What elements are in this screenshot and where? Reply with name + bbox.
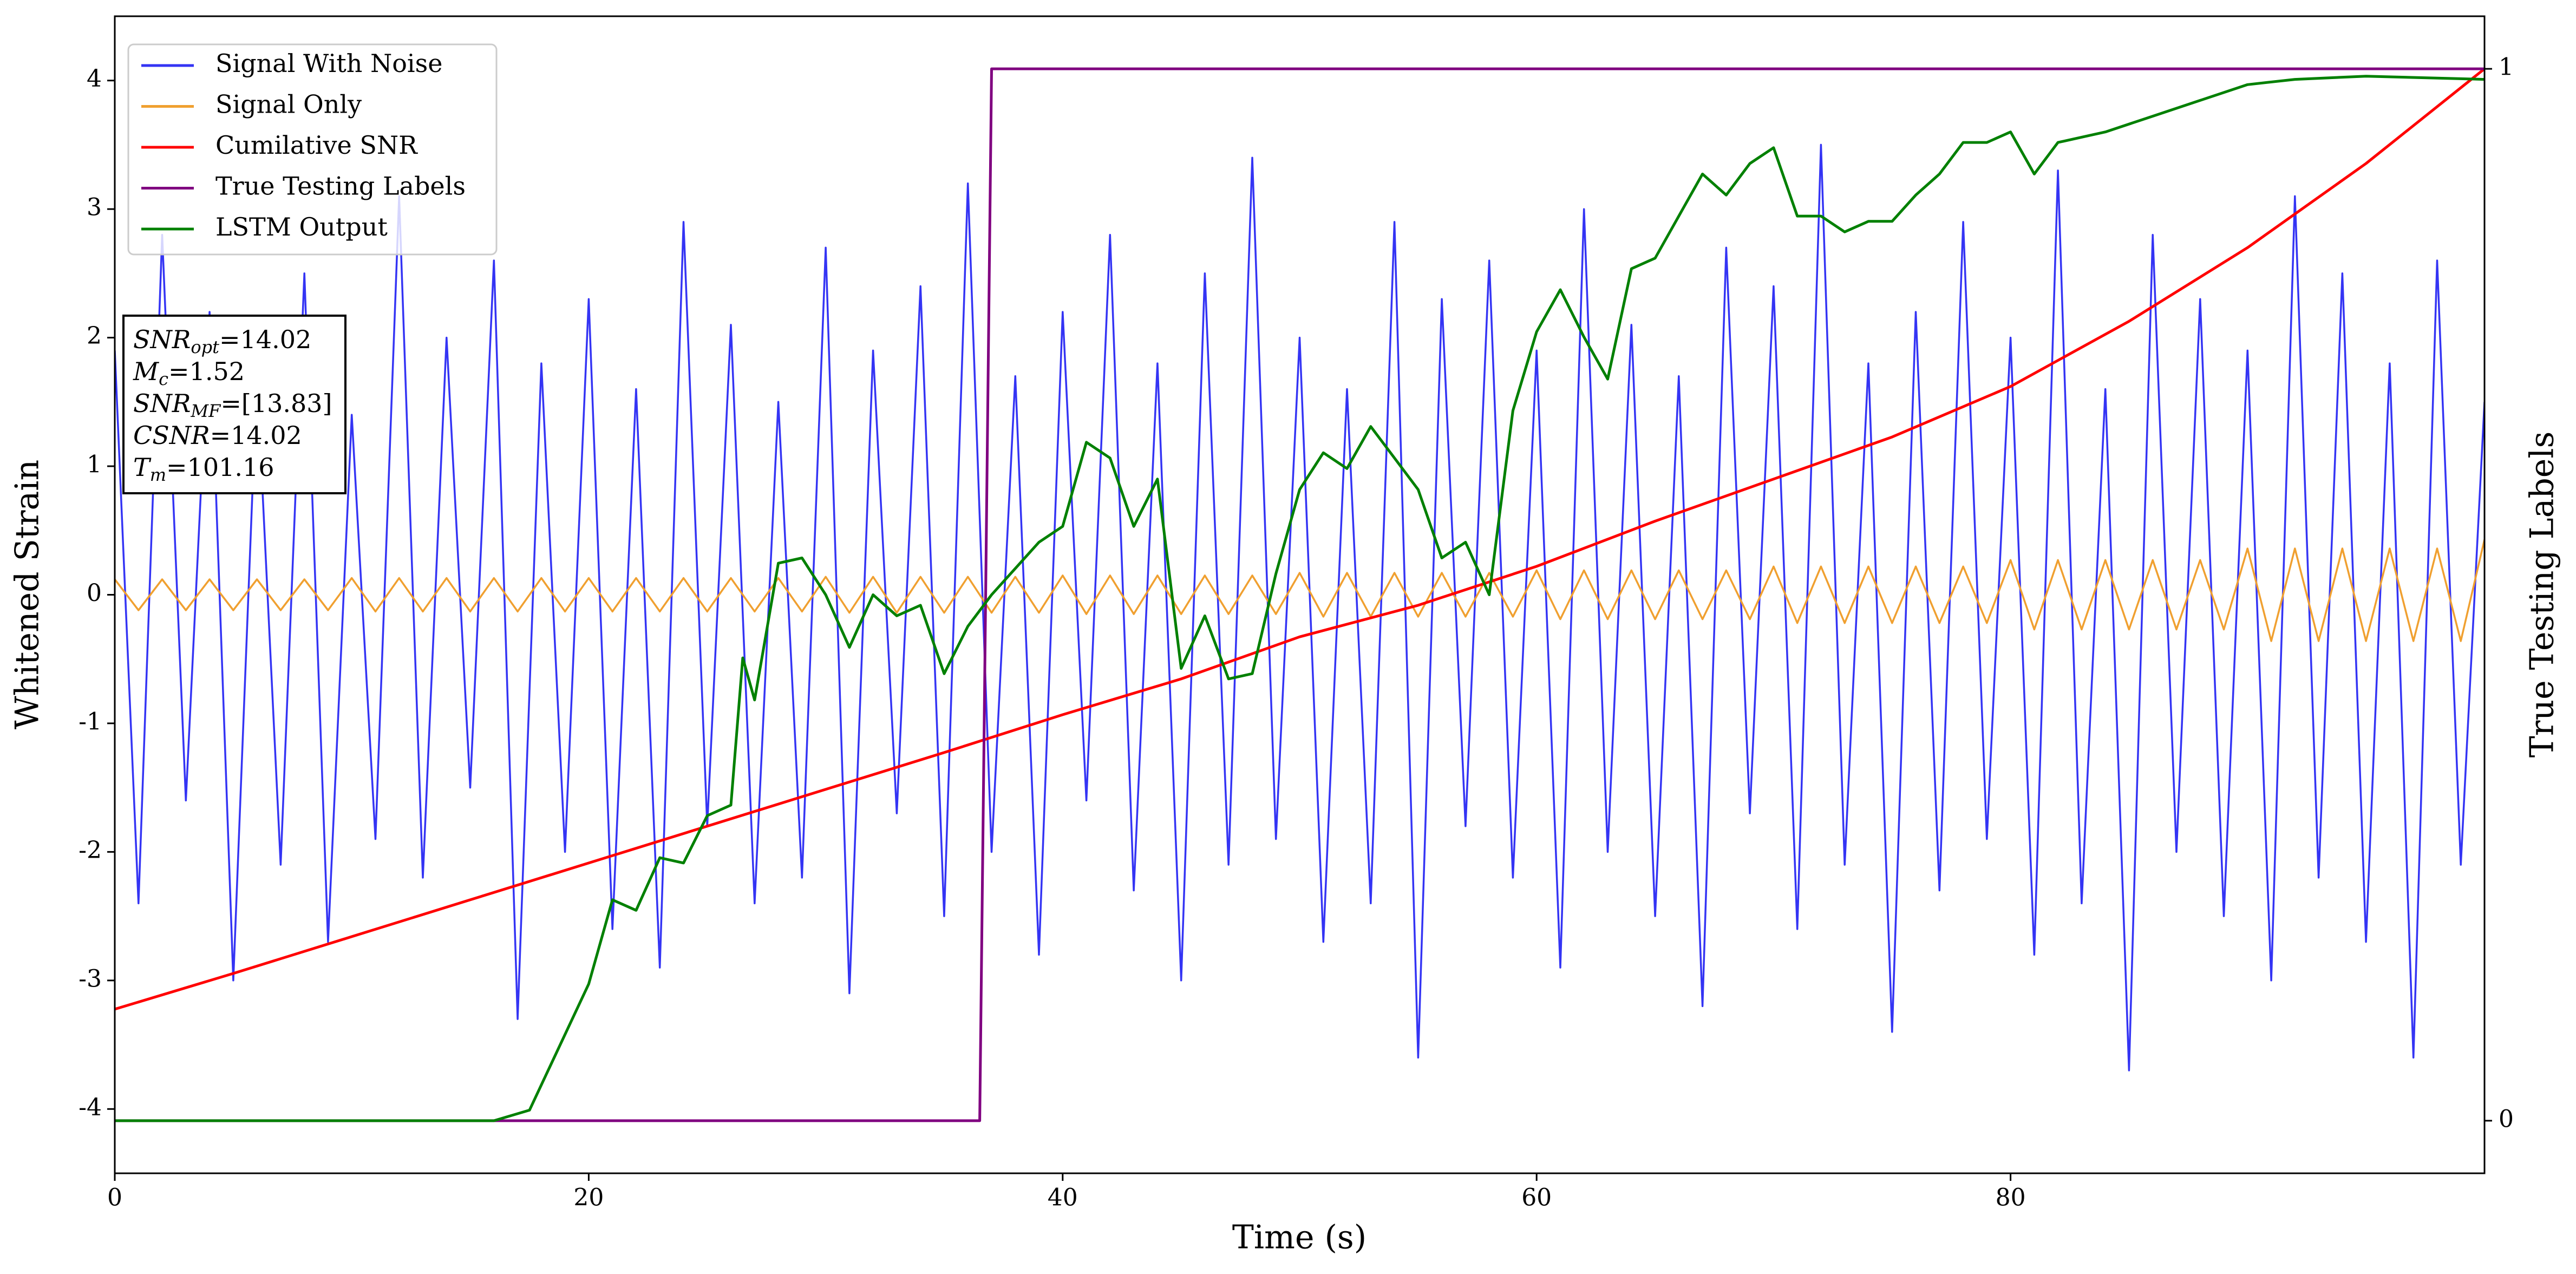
y2-axis-label: True Testing Labels <box>2523 432 2561 758</box>
y-tick-label: -4 <box>79 1094 102 1121</box>
x-tick-label: 80 <box>1996 1184 2026 1212</box>
series-line <box>115 75 2485 1122</box>
legend-label: Signal With Noise <box>215 49 442 78</box>
annotation-frame <box>122 315 346 494</box>
annotation-value: =101.16 <box>166 453 274 482</box>
legend-box <box>127 43 498 256</box>
annotation-symbol: SNR <box>133 325 191 354</box>
annotation-value: =[13.83] <box>220 389 332 418</box>
annotation-value: =14.02 <box>210 421 302 450</box>
x-tick-label: 0 <box>107 1184 122 1212</box>
y2-tick-label: 1 <box>2499 54 2514 81</box>
y-tick-label: 2 <box>87 322 102 350</box>
y-tick-label: -3 <box>79 965 102 992</box>
legend-label: Cumilative SNR <box>215 130 418 160</box>
y-tick-label: 0 <box>87 579 102 607</box>
y-tick-label: 4 <box>87 65 102 93</box>
annotation-symbol: CSNR <box>133 421 210 450</box>
annotation-value: =1.52 <box>168 357 245 386</box>
y-tick-label: -1 <box>79 708 102 735</box>
legend-label: True Testing Labels <box>215 172 466 201</box>
annotation-symbol: T <box>133 453 152 482</box>
x-tick-label: 60 <box>1521 1184 1552 1212</box>
x-axis-label: Time (s) <box>1232 1219 1367 1257</box>
annotation-symbol: M <box>133 357 160 386</box>
y-tick-label: 1 <box>87 451 102 479</box>
annotation-text: SNRopt=14.02 <box>133 325 311 357</box>
x-tick-label: 40 <box>1048 1184 1078 1212</box>
y-tick-label: -2 <box>79 837 102 864</box>
annotation-text: Tm=101.16 <box>133 453 274 485</box>
annotation-subscript: MF <box>190 401 221 421</box>
annotation-text: SNRMF=[13.83] <box>133 389 332 421</box>
series-line <box>115 67 2485 1122</box>
annotation-text: Mc=1.52 <box>133 357 245 389</box>
legend-label: LSTM Output <box>215 212 388 241</box>
annotation-text: CSNR=14.02 <box>133 421 302 450</box>
series-line <box>115 143 2485 1072</box>
legend: Signal With Noise Signal Only Cumilative S… <box>127 43 498 256</box>
series-line <box>115 68 2485 1011</box>
annotation-subscript: c <box>159 369 168 389</box>
annotation-subscript: m <box>150 465 166 485</box>
legend-label: Signal Only <box>215 90 362 119</box>
annotation-value: =14.02 <box>219 325 311 354</box>
annotation-symbol: SNR <box>133 389 191 418</box>
annotation-subscript: opt <box>191 337 219 357</box>
y-tick-label: 3 <box>87 194 102 221</box>
y-axis-label: Whitened Strain <box>9 460 47 729</box>
x-tick-label: 20 <box>573 1184 604 1212</box>
annotation-box: SNRopt=14.02Mc=1.52SNRMF=[13.83]CSNR=14.… <box>122 315 346 494</box>
series-line <box>115 539 2485 642</box>
y2-tick-label: 0 <box>2499 1105 2514 1133</box>
